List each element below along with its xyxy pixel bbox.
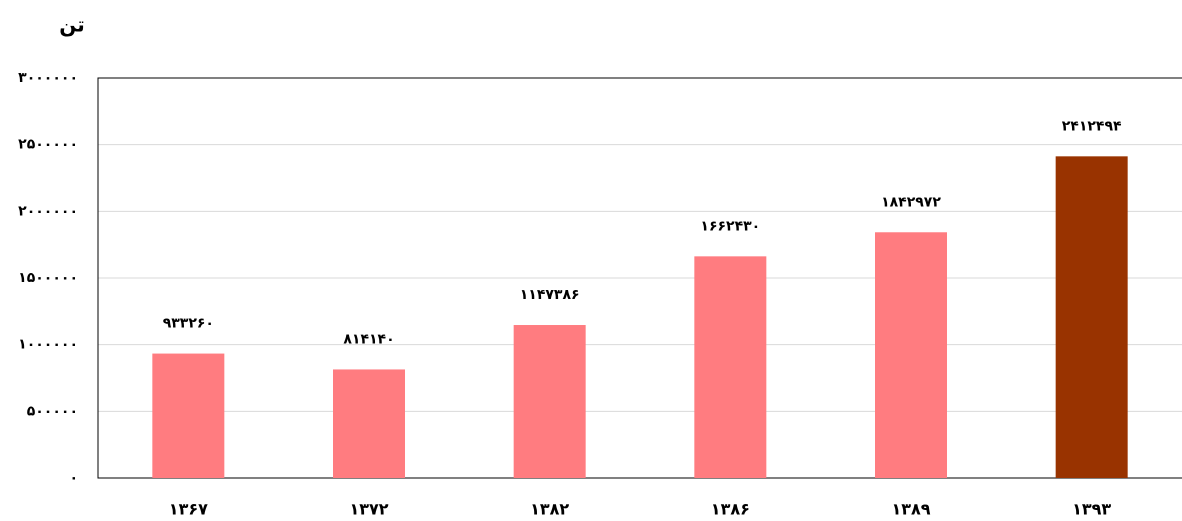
value-label: ۸۱۴۱۴۰ [343, 331, 394, 347]
plot-frame [97, 77, 1182, 479]
y-tick-label: ۲۰۰۰۰۰۰ [18, 203, 78, 219]
x-tick-label: ۱۳۸۶ [711, 500, 750, 519]
value-label: ۹۳۳۲۶۰ [163, 316, 214, 332]
bar [875, 232, 947, 478]
value-label: ۲۴۱۲۴۹۴ [1062, 118, 1122, 134]
bar [694, 256, 767, 478]
value-label: ۱۸۴۲۹۷۲ [881, 194, 941, 210]
y-tick-label: ۳۰۰۰۰۰۰ [18, 70, 78, 86]
x-tick-label: ۱۳۶۷ [169, 500, 208, 519]
y-tick-label: ۱۰۰۰۰۰۰ [18, 337, 78, 353]
y-tick-label: ۲۵۰۰۰۰۰ [18, 137, 78, 153]
bar [333, 369, 405, 478]
x-tick-label: ۱۳۸۲ [530, 500, 569, 519]
x-tick-label: ۱۳۸۹ [891, 500, 930, 519]
bar [1055, 156, 1128, 478]
bar [152, 353, 225, 478]
value-label: ۱۱۴۷۳۸۶ [520, 287, 580, 303]
value-label: ۱۶۶۲۴۳۰ [700, 218, 760, 234]
x-tick-label: ۱۳۷۲ [349, 500, 388, 519]
bar [513, 325, 586, 478]
y-tick-label: ۰ [69, 470, 78, 486]
y-axis-label: تن [59, 13, 85, 37]
x-tick-label: ۱۳۹۳ [1072, 500, 1111, 519]
y-tick-label: ۵۰۰۰۰۰ [27, 403, 78, 419]
y-tick-label: ۱۵۰۰۰۰۰ [18, 270, 78, 286]
